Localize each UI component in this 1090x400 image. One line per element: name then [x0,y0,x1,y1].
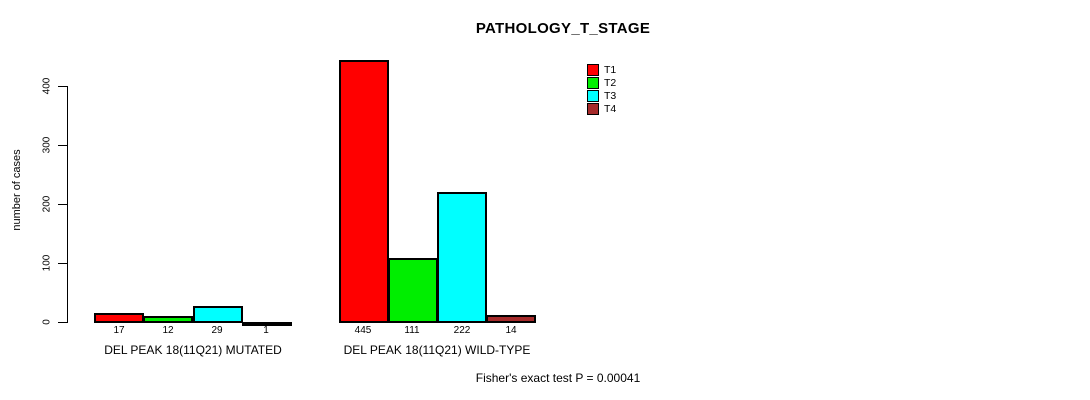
y-axis-tick [58,145,67,146]
chart-title: PATHOLOGY_T_STAGE [475,20,651,37]
category-label: DEL PEAK 18(11Q21) MUTATED [104,343,282,357]
bar-t1 [94,313,144,323]
legend-item-t1: T1 [587,64,616,76]
bar-t4 [486,315,536,323]
bar-t3 [437,192,487,323]
y-axis-tick [58,322,67,323]
legend-item-t4: T4 [587,103,616,115]
legend-label: T1 [604,64,617,76]
y-axis-tick-label: 100 [41,254,53,272]
bar-value-label: 29 [211,325,223,336]
legend-swatch-icon [587,90,599,102]
bar-t2 [143,316,193,323]
category-label: DEL PEAK 18(11Q21) WILD-TYPE [343,343,531,357]
annotation-text: Fisher's exact test P = 0.00041 [475,371,641,385]
y-axis-tick [58,263,67,264]
bar-value-label: 111 [404,325,420,336]
bar-t3 [193,306,243,323]
legend-swatch-icon [587,64,599,76]
legend-label: T2 [604,77,617,89]
y-axis-tick-label: 400 [41,77,53,95]
legend-item-t3: T3 [587,90,616,102]
legend: T1 T2 T3 T4 [587,64,616,116]
y-axis-tick-label: 300 [41,136,53,154]
y-axis-tick-label: 0 [41,319,53,325]
y-axis-tick [58,86,67,87]
bar-value-label: 222 [453,325,471,336]
bar-t2 [388,258,438,323]
legend-swatch-icon [587,103,599,115]
y-axis-tick-label: 200 [41,195,53,213]
legend-item-t2: T2 [587,77,616,89]
bar-t4 [242,322,292,326]
legend-swatch-icon [587,77,599,89]
legend-label: T3 [604,90,617,102]
bar-value-label: 1 [263,325,269,336]
bar-value-label: 17 [113,325,125,336]
bar-value-label: 14 [505,325,517,336]
bar-t1 [339,60,389,323]
y-axis-line [67,86,68,323]
bar-value-label: 12 [162,325,174,336]
bar-value-label: 445 [354,325,372,336]
y-axis-tick [58,204,67,205]
legend-label: T4 [604,103,617,115]
